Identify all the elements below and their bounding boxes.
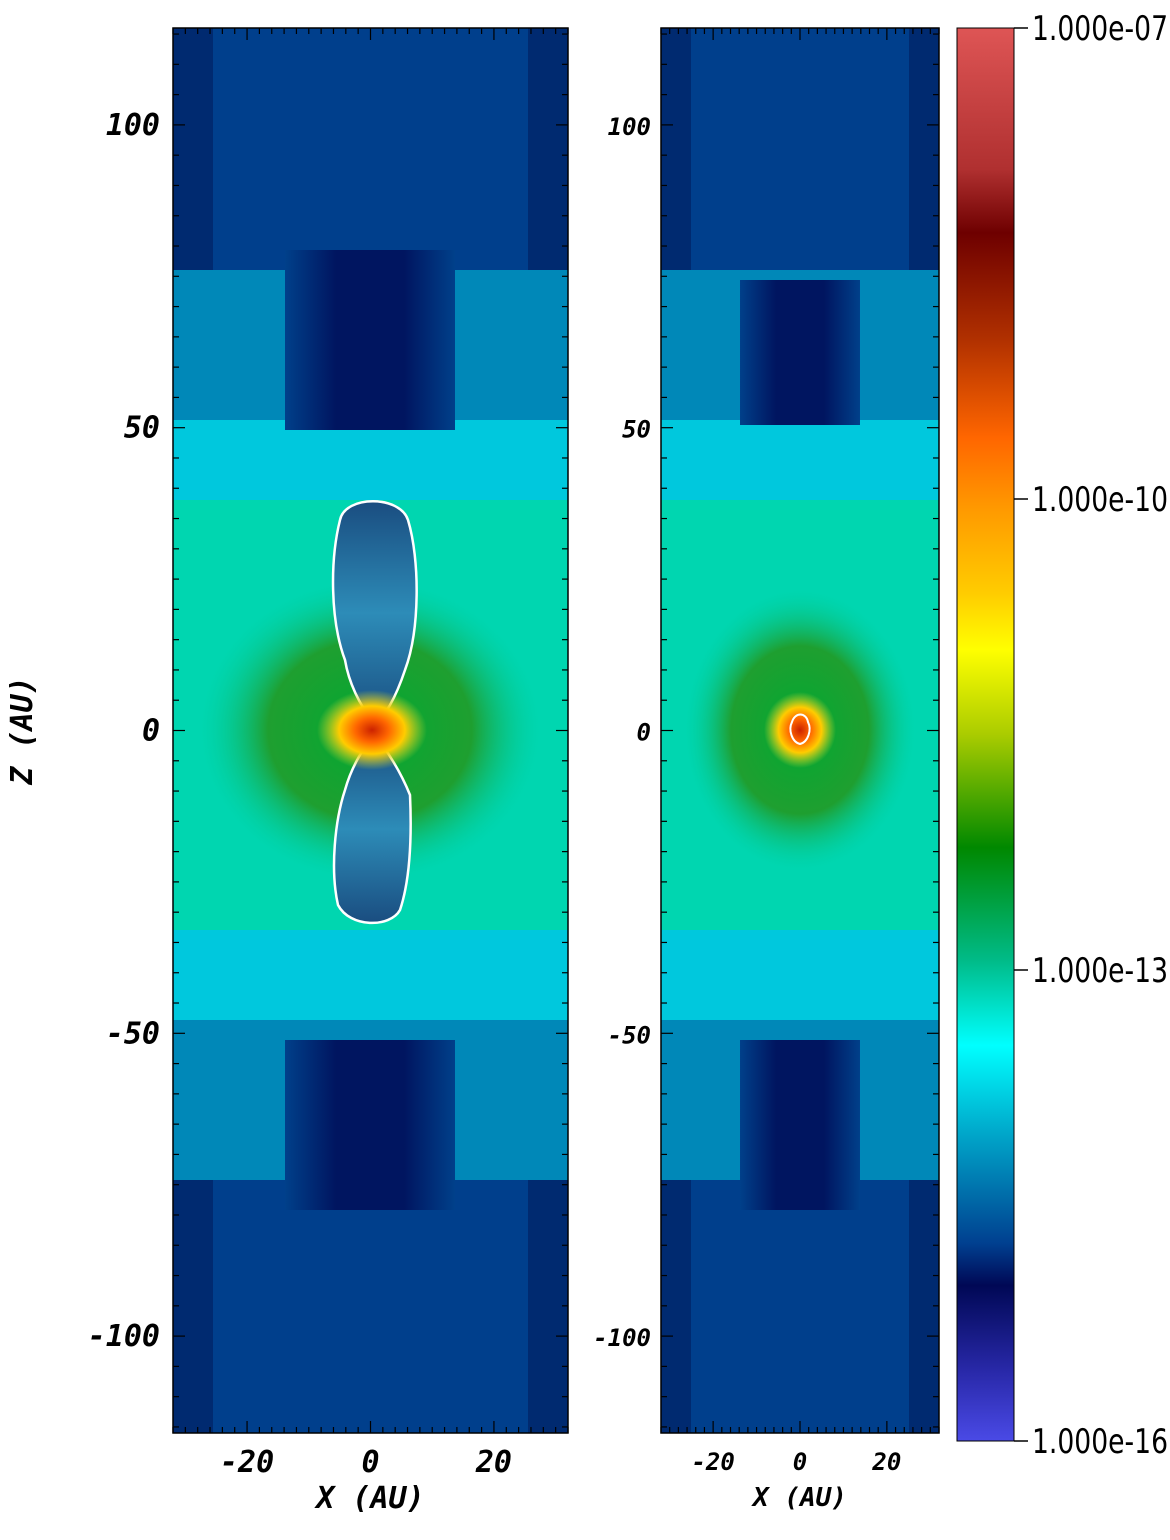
right-xtick-label: 20 — [871, 1448, 901, 1476]
right-ytick-label: -100 — [593, 1324, 651, 1352]
colorbar-label: 1.000e-16 — [1032, 1422, 1168, 1462]
right-core — [764, 692, 836, 768]
left-xtick-label: -20 — [220, 1445, 274, 1480]
right-ytick-label: 100 — [608, 113, 651, 141]
axes-layer: 100 50 0 -50 -100 -20 0 20 X (AU) Z (AU) 100 50 0 -50… — [5, 9, 1168, 1516]
right-ytick-label: 0 — [637, 719, 651, 747]
left-panel — [173, 28, 568, 1433]
colorbar-label: 1.000e-13 — [1032, 951, 1168, 991]
left-upper-lobe — [285, 250, 455, 430]
right-core-contour — [789, 713, 811, 746]
colorbar-label: 1.000e-10 — [1032, 480, 1168, 520]
left-x-axis-title: X (AU) — [313, 1481, 424, 1516]
right-lower-lobe — [740, 1040, 860, 1210]
left-xtick-label: 20 — [475, 1445, 512, 1480]
left-lower-lobe — [285, 1040, 455, 1210]
colorbar-label: 1.000e-07 — [1032, 9, 1168, 49]
right-ytick-label: 50 — [622, 416, 651, 444]
colorbar-frame — [956, 27, 1015, 1442]
left-xtick-label: 0 — [361, 1445, 379, 1480]
right-ytick-label: -50 — [608, 1021, 651, 1049]
right-x-axis-title: X (AU) — [751, 1483, 847, 1513]
left-outflow-lower — [332, 733, 412, 925]
right-xtick-label: 0 — [793, 1448, 807, 1476]
left-core — [317, 690, 427, 770]
left-ytick-label: -100 — [88, 1319, 160, 1354]
left-ytick-label: 50 — [124, 411, 160, 446]
left-ytick-label: 0 — [142, 714, 160, 749]
left-ytick-label: 100 — [106, 108, 160, 143]
right-xtick-label: -20 — [691, 1448, 734, 1476]
right-upper-lobe — [740, 280, 860, 425]
right-panel — [661, 28, 939, 1433]
left-y-axis-title: Z (AU) — [5, 676, 40, 785]
left-ytick-label: -50 — [106, 1016, 160, 1051]
colorbar — [957, 28, 1014, 1441]
